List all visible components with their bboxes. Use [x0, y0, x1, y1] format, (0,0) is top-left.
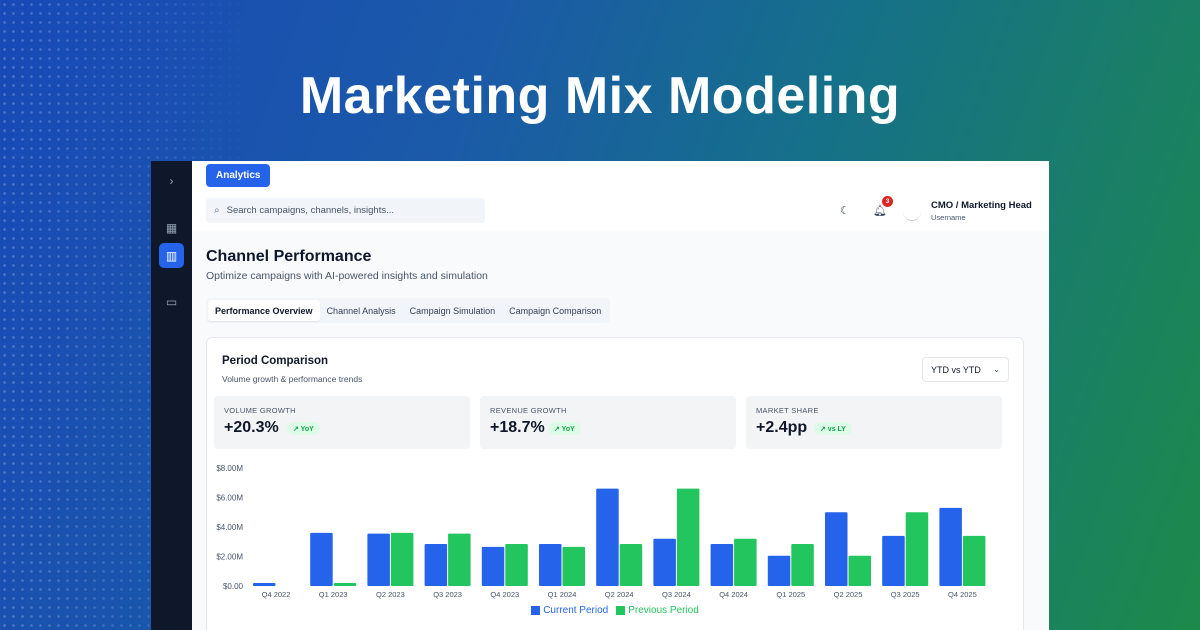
- y-tick-label: $6.00M: [216, 494, 243, 503]
- topbar: Analytics ⌕ Search campaigns, channels, …: [192, 161, 1049, 231]
- legend-label-previous: Previous Period: [628, 605, 699, 616]
- bar-previous-period[interactable]: [448, 533, 471, 586]
- chart-legend: Current Period Previous Period: [207, 605, 1023, 616]
- kpi-trend-badge: ↗ YoY: [548, 422, 581, 435]
- period-select-value: YTD vs YTD: [931, 364, 981, 375]
- period-select[interactable]: YTD vs YTD ⌄: [922, 357, 1009, 382]
- bar-current-period[interactable]: [367, 533, 390, 586]
- bar-current-period[interactable]: [710, 543, 734, 586]
- kpi-label: REVENUE GROWTH: [490, 406, 567, 415]
- chevron-right-icon[interactable]: ›: [169, 173, 174, 188]
- x-tick-label: Q1 2023: [319, 590, 348, 599]
- bar-previous-period[interactable]: [562, 546, 586, 586]
- card-subtitle: Volume growth & performance trends: [222, 374, 363, 384]
- x-tick-label: Q3 2024: [662, 590, 691, 599]
- x-tick-label: Q1 2025: [776, 590, 805, 599]
- legend-item-current[interactable]: Current Period: [531, 605, 608, 616]
- bar-current-period[interactable]: [939, 507, 962, 586]
- hero-title: Marketing Mix Modeling: [299, 67, 901, 125]
- bar-current-period[interactable]: [653, 538, 676, 586]
- moon-icon[interactable]: ☾: [840, 205, 850, 217]
- kpi-value: +18.7%: [490, 419, 545, 436]
- kpi-value: +2.4pp: [756, 419, 808, 436]
- card-title: Period Comparison: [222, 355, 329, 367]
- x-tick-label: Q1 2024: [548, 590, 577, 599]
- bar-previous-period[interactable]: [390, 532, 414, 586]
- legend-label-current: Current Period: [543, 605, 609, 616]
- bar-previous-period[interactable]: [734, 538, 757, 586]
- page-title: Channel Performance: [206, 248, 372, 265]
- y-tick-label: $4.00M: [216, 523, 243, 532]
- legend-item-previous[interactable]: Previous Period: [616, 605, 699, 616]
- tab-campaign-simulation[interactable]: Campaign Simulation: [409, 305, 496, 316]
- search-input[interactable]: ⌕ Search campaigns, channels, insights..…: [206, 198, 485, 223]
- grid-icon[interactable]: ▦: [165, 220, 178, 235]
- kpi-market-share: MARKET SHARE +2.4pp ↗ vs LY: [746, 396, 1002, 449]
- search-icon: ⌕: [214, 205, 220, 216]
- bar-previous-period[interactable]: [505, 543, 528, 586]
- x-tick-label: Q4 2023: [490, 590, 519, 599]
- sidebar: › ▦ ▥ ▭: [151, 161, 192, 630]
- kpi-value: +20.3%: [224, 419, 279, 436]
- bar-previous-period[interactable]: [905, 512, 929, 586]
- bar-current-period[interactable]: [253, 583, 276, 586]
- kpi-trend-badge: ↗ YoY: [287, 422, 320, 435]
- kpi-label: MARKET SHARE: [756, 406, 819, 415]
- period-comparison-card: Period Comparison Volume growth & perfor…: [206, 337, 1024, 630]
- message-icon[interactable]: ▭: [165, 294, 178, 309]
- kpi-revenue-growth: REVENUE GROWTH +18.7% ↗ YoY: [480, 396, 736, 449]
- page-subtitle: Optimize campaigns with AI-powered insig…: [206, 270, 488, 282]
- analytics-button[interactable]: Analytics: [206, 164, 271, 187]
- notification-badge: 3: [882, 196, 893, 207]
- x-tick-label: Q2 2025: [834, 590, 863, 599]
- bar-previous-period[interactable]: [848, 555, 872, 586]
- bar-previous-period[interactable]: [619, 543, 643, 586]
- bar-previous-period[interactable]: [791, 543, 814, 586]
- kpi-volume-growth: VOLUME GROWTH +20.3% ↗ YoY: [214, 396, 470, 449]
- period-bar-chart: $0.00 $2.00M $4.00M $6.00M $8.00M Q4 2022 Q1 2…: [216, 464, 986, 599]
- chevron-down-icon: ⌄: [993, 365, 1000, 374]
- x-tick-label: Q4 2025: [948, 590, 977, 599]
- bar-current-period[interactable]: [767, 555, 791, 586]
- x-tick-label: Q3 2025: [891, 590, 920, 599]
- avatar[interactable]: [903, 203, 921, 221]
- x-tick-label: Q4 2022: [262, 590, 291, 599]
- legend-swatch-current: [531, 606, 541, 615]
- y-tick-label: $8.00M: [216, 464, 243, 473]
- tab-campaign-comparison[interactable]: Campaign Comparison: [509, 305, 602, 316]
- tab-bar: Performance Overview Channel Analysis Ca…: [206, 298, 611, 323]
- user-name: CMO / Marketing Head: [931, 200, 1032, 211]
- x-tick-label: Q2 2024: [605, 590, 634, 599]
- kpi-label: VOLUME GROWTH: [224, 406, 296, 415]
- kpi-trend-badge: ↗ vs LY: [814, 422, 852, 435]
- bell-icon[interactable]: 🔔︎: [873, 205, 887, 217]
- main-content: Channel Performance Optimize campaigns w…: [192, 231, 1049, 630]
- tab-performance-overview[interactable]: Performance Overview: [208, 300, 320, 321]
- tab-channel-analysis[interactable]: Channel Analysis: [326, 305, 396, 316]
- bar-chart-icon[interactable]: ▥: [159, 243, 184, 268]
- bar-current-period[interactable]: [882, 535, 905, 586]
- user-role: Username: [931, 213, 966, 222]
- y-tick-label: $2.00M: [216, 553, 243, 562]
- bar-current-period[interactable]: [310, 532, 333, 586]
- bar-previous-period[interactable]: [962, 535, 986, 586]
- bar-previous-period[interactable]: [676, 488, 700, 586]
- bar-current-period[interactable]: [596, 488, 619, 586]
- bar-current-period[interactable]: [825, 512, 848, 586]
- bar-current-period[interactable]: [481, 546, 505, 586]
- bar-previous-period[interactable]: [333, 583, 357, 586]
- user-menu[interactable]: CMO / Marketing Head Username: [931, 200, 1032, 222]
- x-tick-label: Q3 2023: [433, 590, 462, 599]
- x-tick-label: Q4 2024: [719, 590, 748, 599]
- search-placeholder: Search campaigns, channels, insights...: [226, 205, 395, 216]
- x-tick-label: Q2 2023: [376, 590, 405, 599]
- bar-current-period[interactable]: [424, 543, 448, 586]
- app-window: › ▦ ▥ ▭ Analytics ⌕ Search campaigns, ch…: [151, 161, 1049, 630]
- legend-swatch-previous: [616, 606, 626, 615]
- bar-current-period[interactable]: [539, 543, 562, 586]
- y-tick-label: $0.00: [223, 582, 244, 591]
